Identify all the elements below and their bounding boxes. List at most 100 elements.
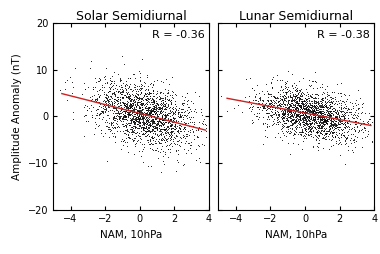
Point xyxy=(296,88,302,92)
Point xyxy=(352,128,358,132)
Point xyxy=(152,109,158,113)
Point xyxy=(156,118,162,122)
Point xyxy=(331,122,337,126)
Point xyxy=(148,108,154,112)
Point xyxy=(313,100,319,104)
Point xyxy=(110,105,116,109)
Point xyxy=(318,115,324,119)
Point xyxy=(142,122,149,126)
Point xyxy=(146,122,152,126)
Point xyxy=(141,80,147,84)
Point xyxy=(114,99,120,103)
Point xyxy=(139,101,145,105)
Point xyxy=(142,112,149,116)
Point xyxy=(140,113,146,117)
Point xyxy=(290,110,296,114)
Point xyxy=(333,138,339,142)
Point xyxy=(264,124,270,128)
Point xyxy=(362,135,368,139)
Point xyxy=(159,118,165,122)
Point xyxy=(330,117,336,121)
Point xyxy=(326,113,332,117)
Point xyxy=(314,103,320,107)
Point xyxy=(100,103,106,107)
Point xyxy=(162,113,168,117)
Point xyxy=(305,92,311,96)
Point xyxy=(279,129,285,133)
Point xyxy=(288,84,294,88)
Point xyxy=(149,108,155,113)
Point xyxy=(167,147,173,151)
Point xyxy=(185,105,192,109)
Point xyxy=(138,99,144,103)
Point xyxy=(152,132,158,136)
Point xyxy=(170,115,176,119)
Point xyxy=(117,115,123,119)
Point xyxy=(142,113,149,117)
Point xyxy=(106,121,112,125)
Point xyxy=(266,123,272,128)
Point xyxy=(155,156,162,160)
Point xyxy=(167,93,173,97)
Point xyxy=(363,122,369,126)
Point xyxy=(126,97,132,101)
Point xyxy=(247,76,253,80)
Point xyxy=(108,120,114,124)
Point xyxy=(284,103,290,107)
Point xyxy=(115,89,121,93)
Point xyxy=(57,88,63,92)
Point xyxy=(126,94,132,98)
Point xyxy=(112,125,118,129)
Point xyxy=(272,111,278,115)
Point xyxy=(340,99,346,103)
Point xyxy=(151,104,157,108)
Point xyxy=(304,123,310,127)
Point xyxy=(335,121,341,125)
Point xyxy=(307,126,314,131)
Point xyxy=(198,109,204,114)
Point xyxy=(279,106,285,110)
Point xyxy=(294,104,300,108)
Point xyxy=(332,135,338,139)
Point xyxy=(245,99,252,103)
Point xyxy=(283,118,290,122)
Point xyxy=(311,117,317,121)
Point xyxy=(345,109,352,114)
Point xyxy=(308,103,314,107)
Point xyxy=(117,114,123,118)
Point xyxy=(103,93,109,97)
Point xyxy=(187,144,193,148)
Point xyxy=(137,110,143,115)
Point xyxy=(274,106,280,110)
Point xyxy=(304,111,310,115)
Point xyxy=(328,144,334,148)
Point xyxy=(327,127,333,131)
Point xyxy=(320,114,326,118)
Point xyxy=(162,118,168,122)
Point xyxy=(316,103,322,107)
Point xyxy=(332,119,339,123)
Point xyxy=(297,117,303,121)
Point xyxy=(294,86,300,90)
Point xyxy=(134,97,140,101)
Point xyxy=(123,114,129,118)
Point xyxy=(280,112,287,116)
Point xyxy=(144,126,150,131)
Point xyxy=(320,121,326,125)
Point xyxy=(340,114,347,118)
Point xyxy=(190,130,196,134)
Point xyxy=(122,111,128,115)
Point xyxy=(300,103,306,107)
Point xyxy=(319,105,325,109)
Point xyxy=(161,107,167,112)
Point xyxy=(253,114,259,118)
Point xyxy=(111,91,117,95)
Point xyxy=(156,97,162,101)
Point xyxy=(316,121,322,125)
Point xyxy=(139,102,145,106)
Point xyxy=(319,126,325,130)
Point xyxy=(341,104,347,108)
Point xyxy=(292,120,298,124)
Point xyxy=(118,83,124,87)
Point xyxy=(111,105,117,109)
